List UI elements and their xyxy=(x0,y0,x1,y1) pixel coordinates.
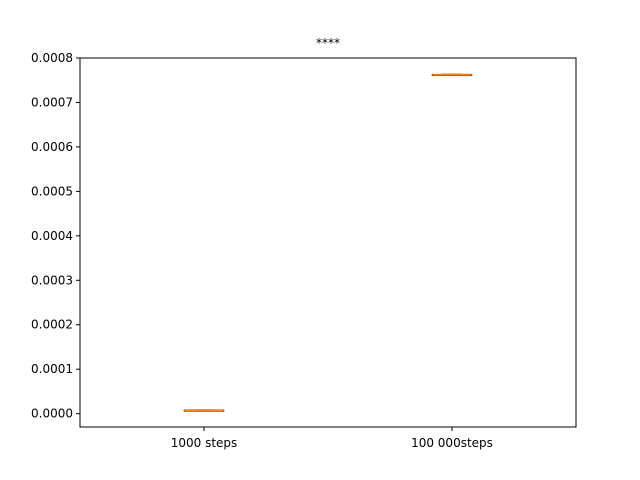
y-tick-label: 0.0007 xyxy=(31,95,73,109)
x-tick-label: 1000 steps xyxy=(171,436,238,450)
y-tick-label: 0.0003 xyxy=(31,273,73,287)
y-tick-label: 0.0000 xyxy=(31,407,73,421)
y-tick-label: 0.0006 xyxy=(31,140,73,154)
y-tick-label: 0.0004 xyxy=(31,229,73,243)
x-tick-label: 100 000steps xyxy=(411,436,493,450)
y-tick-label: 0.0005 xyxy=(31,184,73,198)
plot-area: 0.0000 0.0001 0.0002 0.0003 0.0004 0.0005 0.00… xyxy=(31,51,493,450)
y-tick-label: 0.0002 xyxy=(31,318,73,332)
axes-frame xyxy=(79,57,577,428)
y-tick-label: 0.0001 xyxy=(31,362,73,376)
y-tick-label: 0.0008 xyxy=(31,51,73,65)
chart-title: **** xyxy=(316,36,340,50)
